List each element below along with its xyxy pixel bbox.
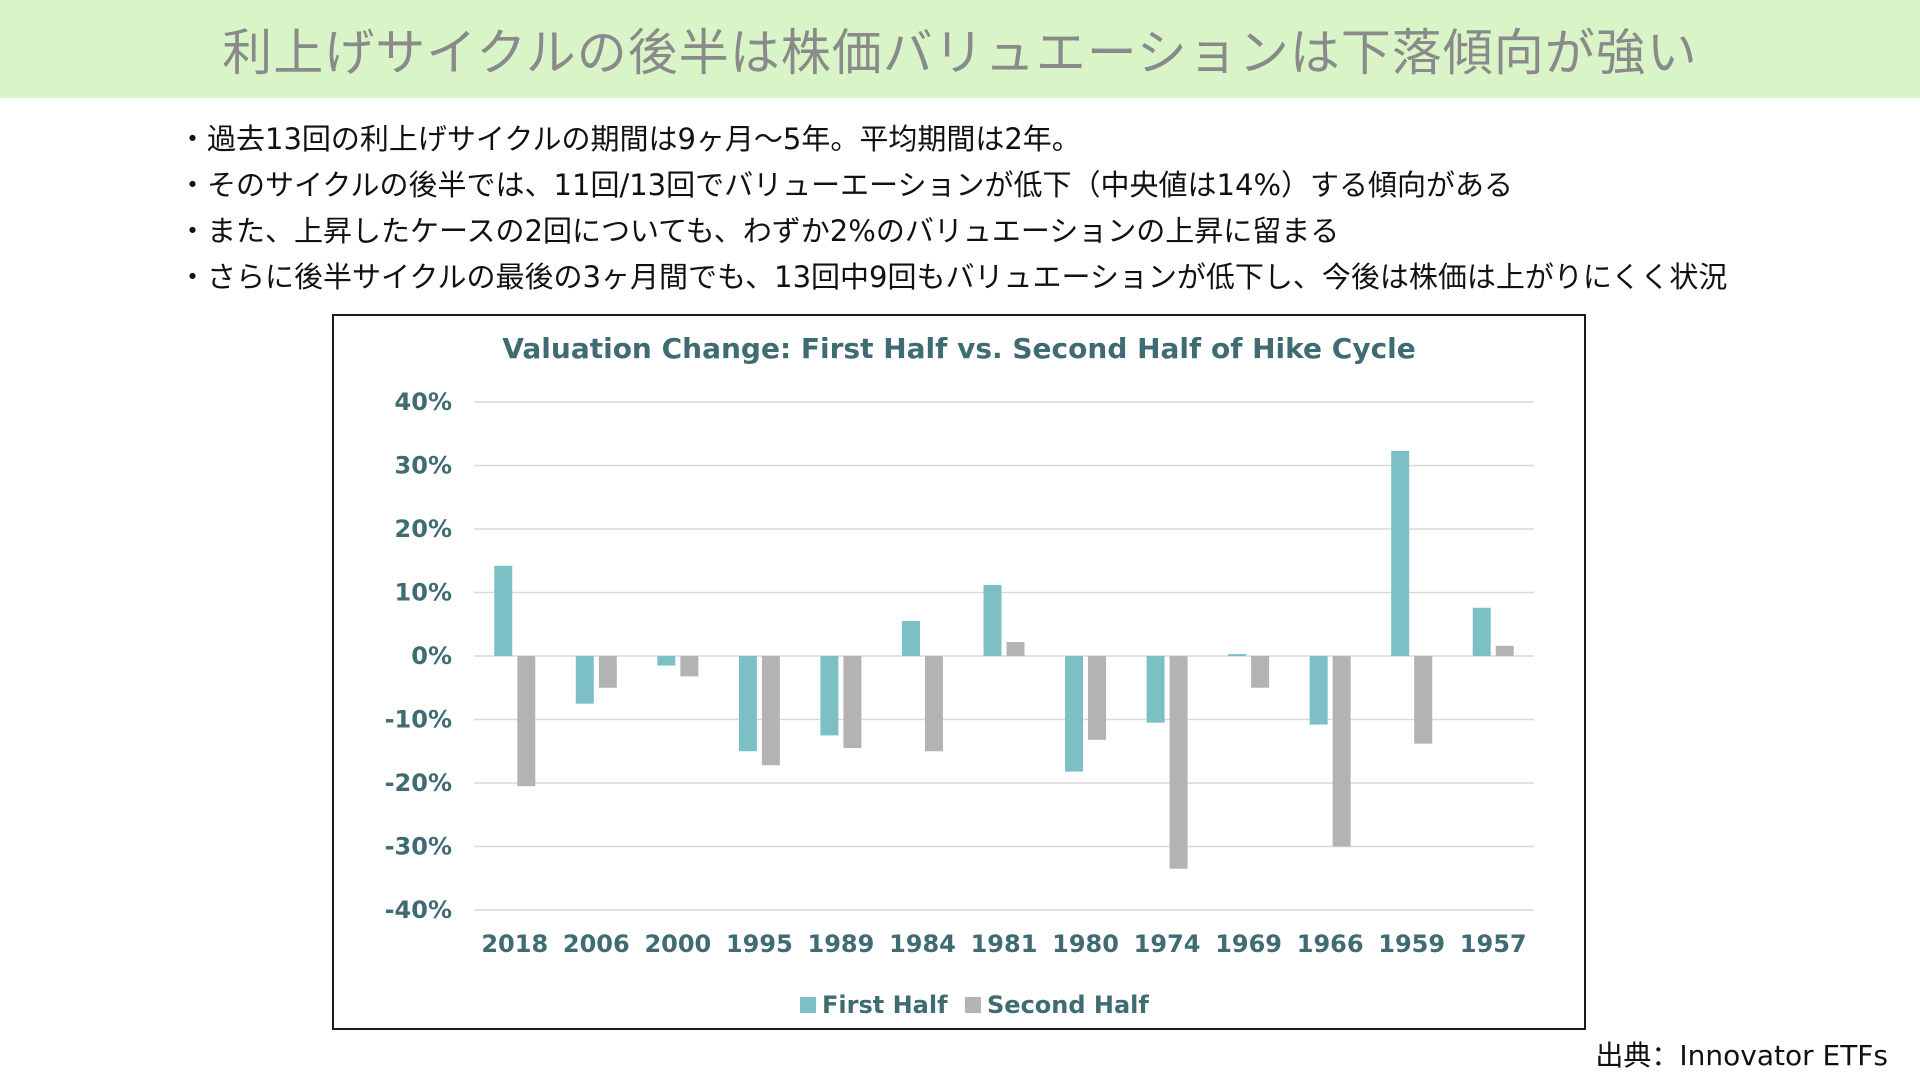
x-tick-label: 2006	[563, 930, 630, 958]
legend-swatch-first-half	[800, 997, 816, 1013]
bar-second-half	[924, 656, 943, 752]
bar-first-half	[738, 656, 757, 752]
bar-second-half	[680, 656, 699, 677]
bar-second-half	[1414, 656, 1433, 744]
bar-first-half	[575, 656, 594, 704]
bar-first-half	[494, 565, 513, 656]
y-tick-label: 30%	[395, 452, 452, 480]
y-tick-label: 20%	[395, 515, 452, 543]
legend-swatch-second-half	[965, 997, 981, 1013]
bar-first-half	[1228, 654, 1247, 656]
title-band: 利上げサイクルの後半は株価バリュエーションは下落傾向が強い	[0, 0, 1920, 98]
bullet-item: ・さらに後半サイクルの最後の3ヶ月間でも、13回中9回もバリュエーションが低下し…	[178, 260, 1728, 294]
y-tick-label: -40%	[385, 896, 452, 924]
x-tick-label: 2018	[481, 930, 548, 958]
x-tick-label: 1980	[1052, 930, 1119, 958]
bar-first-half	[657, 656, 676, 666]
y-tick-label: 40%	[395, 388, 452, 416]
bar-second-half	[598, 656, 617, 688]
y-tick-label: 10%	[395, 579, 452, 607]
bar-first-half	[1146, 656, 1165, 723]
chart-title: Valuation Change: First Half vs. Second …	[502, 332, 1416, 365]
bullet-item: ・そのサイクルの後半では、11回/13回でバリューエーションが低下（中央値は14…	[178, 168, 1514, 202]
x-tick-label: 1969	[1215, 930, 1282, 958]
x-tick-label: 1995	[726, 930, 793, 958]
x-tick-label: 1989	[808, 930, 875, 958]
bar-second-half	[1495, 645, 1514, 656]
x-tick-label: 1966	[1297, 930, 1364, 958]
bar-second-half	[1088, 656, 1107, 740]
y-tick-label: -10%	[385, 706, 452, 734]
bar-first-half	[1391, 450, 1410, 656]
legend: First Half Second Half	[800, 991, 1149, 1019]
bar-first-half	[901, 621, 920, 656]
legend-label-first-half: First Half	[822, 991, 948, 1019]
source-note: 出典：Innovator ETFs	[1595, 1039, 1888, 1072]
y-tick-label: 0%	[411, 642, 452, 670]
bar-second-half	[517, 656, 536, 787]
bullet-item: ・過去13回の利上げサイクルの期間は9ヶ月〜5年。平均期間は2年。	[178, 122, 1081, 156]
y-tick-label: -20%	[385, 769, 452, 797]
bars	[494, 450, 1514, 869]
x-tick-label: 1981	[971, 930, 1038, 958]
x-tick-label: 1957	[1460, 930, 1527, 958]
bar-first-half	[1309, 656, 1328, 725]
chart-frame: Valuation Change: First Half vs. Second …	[332, 314, 1586, 1030]
x-tick-label: 1984	[889, 930, 956, 958]
x-tick-label: 1974	[1134, 930, 1201, 958]
bar-second-half	[761, 656, 780, 766]
bar-second-half	[1332, 656, 1351, 847]
x-tick-label: 1959	[1378, 930, 1445, 958]
bar-first-half	[820, 656, 839, 736]
bar-second-half	[1006, 642, 1025, 656]
bar-second-half	[1251, 656, 1270, 688]
bar-second-half	[1169, 656, 1188, 869]
gridlines	[474, 401, 1534, 911]
x-axis-ticks: 2018 2006 2000 1995 1989 1984 1981 1980 1974 1969…	[481, 930, 1526, 958]
valuation-bar-chart: Valuation Change: First Half vs. Second …	[385, 332, 1534, 1019]
bar-first-half	[983, 584, 1002, 656]
bullet-list: ・過去13回の利上げサイクルの期間は9ヶ月〜5年。平均期間は2年。 ・そのサイク…	[178, 116, 1898, 300]
x-tick-label: 2000	[644, 930, 711, 958]
legend-label-second-half: Second Half	[987, 991, 1149, 1019]
bullet-item: ・また、上昇したケースの2回についても、わずか2%のバリュエーションの上昇に留ま…	[178, 214, 1340, 248]
bar-first-half	[1065, 656, 1084, 772]
y-tick-label: -30%	[385, 833, 452, 861]
page-title: 利上げサイクルの後半は株価バリュエーションは下落傾向が強い	[222, 24, 1698, 82]
bar-first-half	[1472, 607, 1491, 656]
y-axis-ticks: 40% 30% 20% 10% 0% -10% -20% -30% -40%	[385, 388, 452, 924]
bar-second-half	[843, 656, 862, 749]
